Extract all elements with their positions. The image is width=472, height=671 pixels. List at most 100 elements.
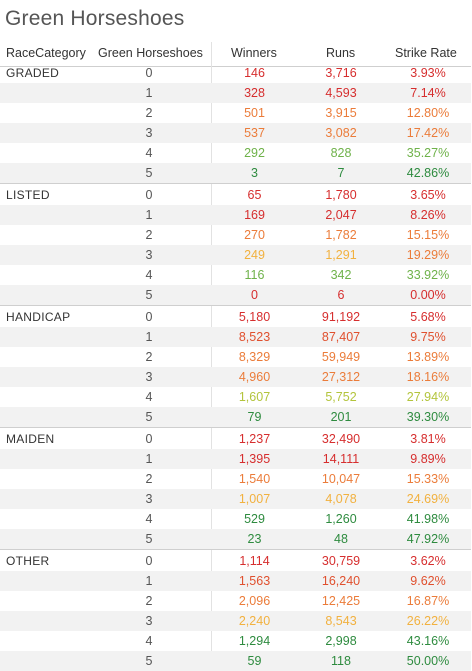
table-row[interactable]: 3 4,960 27,312 18.16%: [0, 367, 471, 387]
strike-rate-cell[interactable]: 3.81%: [410, 432, 446, 446]
winners-cell[interactable]: 8,523: [238, 330, 271, 344]
strike-rate-cell[interactable]: 42.86%: [406, 166, 450, 180]
header-winners[interactable]: Winners: [231, 46, 277, 60]
runs-cell[interactable]: 14,111: [322, 452, 360, 466]
table-row[interactable]: 2 8,329 59,949 13.89%: [0, 347, 471, 367]
winners-cell[interactable]: 1,237: [238, 432, 271, 446]
runs-cell[interactable]: 4,593: [325, 86, 357, 100]
table-row[interactable]: 5 79 201 39.30%: [0, 407, 471, 427]
strike-rate-cell[interactable]: 17.42%: [406, 126, 450, 140]
runs-cell[interactable]: 3,915: [325, 106, 357, 120]
green-horseshoes-cell[interactable]: 1: [145, 574, 153, 588]
winners-cell[interactable]: 2,240: [238, 614, 271, 628]
green-horseshoes-cell[interactable]: 2: [145, 228, 153, 242]
runs-cell[interactable]: 59,949: [321, 350, 361, 364]
header-green-horseshoes[interactable]: Green Horseshoes: [98, 46, 203, 60]
winners-cell[interactable]: 116: [244, 268, 265, 282]
winners-cell[interactable]: 23: [247, 532, 262, 546]
runs-cell[interactable]: 3,082: [325, 126, 357, 140]
strike-rate-cell[interactable]: 41.98%: [406, 512, 450, 526]
runs-cell[interactable]: 91,192: [321, 310, 361, 324]
green-horseshoes-cell[interactable]: 3: [145, 492, 153, 506]
table-row[interactable]: 3 2,240 8,543 26.22%: [0, 611, 471, 631]
green-horseshoes-cell[interactable]: 3: [145, 370, 153, 384]
strike-rate-cell[interactable]: 12.80%: [406, 106, 450, 120]
winners-cell[interactable]: 270: [244, 228, 265, 242]
strike-rate-cell[interactable]: 35.27%: [406, 146, 450, 160]
table-row[interactable]: 0 1,237 32,490 3.81%: [0, 428, 471, 449]
runs-cell[interactable]: 2,998: [325, 634, 357, 648]
header-strike-rate[interactable]: Strike Rate: [395, 46, 457, 60]
table-row[interactable]: 4 529 1,260 41.98%: [0, 509, 471, 529]
runs-cell[interactable]: 2,047: [325, 208, 357, 222]
table-row[interactable]: 1 1,395 14,111 9.89%: [0, 449, 471, 469]
green-horseshoes-cell[interactable]: 0: [145, 66, 153, 80]
winners-cell[interactable]: 1,294: [238, 634, 271, 648]
runs-cell[interactable]: 87,407: [321, 330, 361, 344]
winners-cell[interactable]: 2,096: [238, 594, 271, 608]
strike-rate-cell[interactable]: 8.26%: [410, 208, 446, 222]
green-horseshoes-cell[interactable]: 5: [145, 410, 153, 424]
green-horseshoes-cell[interactable]: 3: [145, 614, 153, 628]
green-horseshoes-cell[interactable]: 0: [145, 554, 153, 568]
table-row[interactable]: 3 537 3,082 17.42%: [0, 123, 471, 143]
winners-cell[interactable]: 4,960: [238, 370, 271, 384]
race-category-label[interactable]: GRADED: [6, 66, 60, 80]
runs-cell[interactable]: 4,078: [325, 492, 357, 506]
strike-rate-cell[interactable]: 24.69%: [406, 492, 450, 506]
table-row[interactable]: 4 292 828 35.27%: [0, 143, 471, 163]
strike-rate-cell[interactable]: 16.87%: [406, 594, 450, 608]
green-horseshoes-cell[interactable]: 0: [145, 310, 153, 324]
table-row[interactable]: 0 65 1,780 3.65%: [0, 184, 471, 205]
winners-cell[interactable]: 292: [244, 146, 265, 160]
winners-cell[interactable]: 169: [244, 208, 265, 222]
strike-rate-cell[interactable]: 13.89%: [406, 350, 450, 364]
table-row[interactable]: 4 116 342 33.92%: [0, 265, 471, 285]
winners-cell[interactable]: 79: [247, 410, 262, 424]
runs-cell[interactable]: 16,240: [321, 574, 361, 588]
green-horseshoes-cell[interactable]: 4: [145, 268, 153, 282]
runs-cell[interactable]: 27,312: [321, 370, 361, 384]
table-row[interactable]: 1 8,523 87,407 9.75%: [0, 327, 471, 347]
green-horseshoes-cell[interactable]: 5: [145, 288, 153, 302]
strike-rate-cell[interactable]: 3.93%: [410, 66, 446, 80]
table-row[interactable]: 4 1,607 5,752 27.94%: [0, 387, 471, 407]
strike-rate-cell[interactable]: 39.30%: [406, 410, 450, 424]
strike-rate-cell[interactable]: 18.16%: [406, 370, 450, 384]
strike-rate-cell[interactable]: 0.00%: [410, 288, 446, 302]
table-row[interactable]: 1 169 2,047 8.26%: [0, 205, 471, 225]
green-horseshoes-cell[interactable]: 1: [145, 86, 153, 100]
winners-cell[interactable]: 328: [244, 86, 265, 100]
green-horseshoes-cell[interactable]: 3: [145, 126, 153, 140]
runs-cell[interactable]: 3,716: [325, 66, 357, 80]
green-horseshoes-cell[interactable]: 0: [145, 188, 153, 202]
header-runs[interactable]: Runs: [326, 46, 356, 60]
runs-cell[interactable]: 32,490: [321, 432, 361, 446]
race-category-label[interactable]: OTHER: [6, 554, 50, 568]
green-horseshoes-cell[interactable]: 5: [145, 166, 153, 180]
runs-cell[interactable]: 201: [330, 410, 352, 424]
strike-rate-cell[interactable]: 50.00%: [406, 654, 450, 668]
table-row[interactable]: 5 59 118 50.00%: [0, 651, 471, 671]
table-row[interactable]: 0 1,114 30,759 3.62%: [0, 550, 471, 571]
race-category-label[interactable]: HANDICAP: [6, 310, 71, 324]
runs-cell[interactable]: 5,752: [325, 390, 357, 404]
green-horseshoes-cell[interactable]: 2: [145, 594, 153, 608]
winners-cell[interactable]: 249: [244, 248, 265, 262]
table-row[interactable]: 2 1,540 10,047 15.33%: [0, 469, 471, 489]
winners-cell[interactable]: 1,540: [238, 472, 271, 486]
winners-cell[interactable]: 537: [244, 126, 265, 140]
table-row[interactable]: 5 0 6 0.00%: [0, 285, 471, 305]
winners-cell[interactable]: 1,007: [238, 492, 271, 506]
strike-rate-cell[interactable]: 9.89%: [410, 452, 446, 466]
winners-cell[interactable]: 1,395: [238, 452, 271, 466]
table-row[interactable]: 2 501 3,915 12.80%: [0, 103, 471, 123]
winners-cell[interactable]: 529: [244, 512, 265, 526]
winners-cell[interactable]: 5,180: [238, 310, 271, 324]
winners-cell[interactable]: 59: [247, 654, 262, 668]
winners-cell[interactable]: 1,114: [239, 554, 270, 568]
strike-rate-cell[interactable]: 9.62%: [410, 574, 446, 588]
green-horseshoes-cell[interactable]: 2: [145, 350, 153, 364]
runs-cell[interactable]: 8,543: [325, 614, 357, 628]
strike-rate-cell[interactable]: 26.22%: [406, 614, 450, 628]
